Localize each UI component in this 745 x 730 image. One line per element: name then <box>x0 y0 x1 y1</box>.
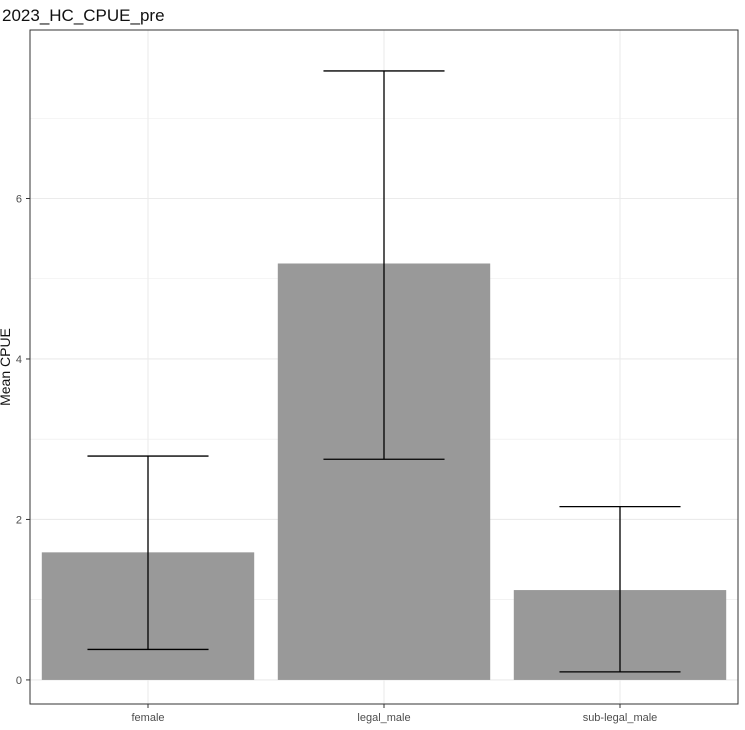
chart-title: 2023_HC_CPUE_pre <box>2 6 165 25</box>
error-bar-female <box>87 455 209 651</box>
x-axis: female legal_male sub-legal_male <box>131 704 657 724</box>
error-bar-legal_male <box>323 70 445 460</box>
y-tick-label: 4 <box>16 354 22 366</box>
y-axis: 0 2 4 6 <box>16 194 30 687</box>
y-tick-label: 2 <box>16 514 22 526</box>
x-tick-label: female <box>131 712 164 724</box>
y-tick-label: 6 <box>16 194 22 206</box>
x-tick-label: legal_male <box>357 712 410 724</box>
error-bar-sub-legal_male <box>559 505 681 673</box>
y-axis-title: Mean CPUE <box>0 328 13 406</box>
error-bars <box>87 70 681 673</box>
x-tick-label: sub-legal_male <box>583 712 658 724</box>
y-tick-label: 0 <box>16 675 22 687</box>
